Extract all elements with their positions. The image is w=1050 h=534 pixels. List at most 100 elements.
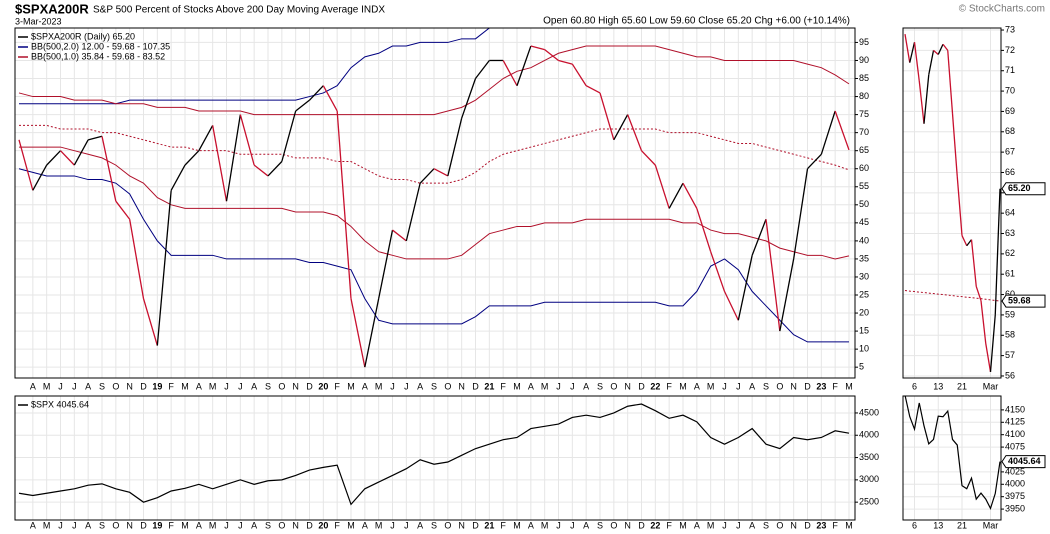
line-segment [253, 164, 269, 177]
x-tick-label: A [583, 520, 589, 530]
x-tick-label: N [126, 520, 133, 530]
band-upper [19, 28, 491, 105]
x-tick-label: M [375, 381, 383, 391]
x-tick-label: S [265, 381, 271, 391]
x-tick-label: N [126, 381, 133, 391]
x-tick-label: D [472, 381, 479, 391]
legend-label: BB(500,1.0) 35.84 - 59.68 - 83.52 [31, 51, 165, 61]
x-tick-label: F [168, 381, 174, 391]
y-tick-label: 4000 [859, 430, 879, 440]
line-segment [951, 113, 958, 177]
band-lower [19, 146, 850, 260]
x-tick-label: D [638, 520, 645, 530]
x-tick-label: 13 [933, 520, 943, 530]
line-segment [975, 286, 982, 301]
x-tick-label: N [790, 520, 797, 530]
line-segment [989, 314, 996, 372]
x-tick-label: S [597, 381, 603, 391]
line-segment [585, 85, 601, 94]
x-tick-label: D [140, 520, 147, 530]
line-segment [710, 251, 726, 292]
x-tick-label: J [224, 520, 229, 530]
plot-area [904, 33, 1001, 373]
y-tick-label: 59 [1005, 309, 1015, 319]
line-segment [46, 150, 61, 166]
x-tick-label: M [43, 381, 51, 391]
x-tick-label: A [749, 520, 755, 530]
x-tick-label: J [722, 381, 727, 391]
x-tick-label: D [472, 520, 479, 530]
x-tick-label: 19 [152, 381, 162, 391]
x-tick-label: 21 [957, 520, 967, 530]
x-tick-label: S [763, 381, 769, 391]
y-tick-label: 85 [859, 73, 869, 83]
legend-label: $SPXA200R (Daily) 65.20 [31, 31, 135, 41]
y-tick-label: 73 [1005, 24, 1015, 34]
y-tick-label: 4025 [1005, 466, 1025, 476]
x-tick-label: D [140, 381, 147, 391]
x-tick-label: 23 [816, 381, 826, 391]
x-tick-label: 20 [318, 381, 328, 391]
y-tick-label: 71 [1005, 65, 1015, 75]
y-tick-label: 35 [859, 253, 869, 263]
x-tick-label: A [251, 520, 257, 530]
x-tick-label: A [251, 381, 257, 391]
x-tick-label: N [624, 381, 631, 391]
x-tick-label: 20 [318, 520, 328, 530]
x-tick-label: M [209, 381, 217, 391]
x-tick-label: O [444, 381, 451, 391]
x-tick-label: M [845, 520, 853, 530]
x-tick-label: M [513, 381, 521, 391]
line-segment [73, 139, 89, 166]
x-tick-label: A [417, 381, 423, 391]
x-tick-label: O [278, 520, 285, 530]
band-middle [19, 124, 850, 184]
chart-date: 3-Mar-2023 [15, 16, 62, 26]
line-segment [336, 110, 352, 299]
y-tick-label: 45 [859, 217, 869, 227]
x-tick-label: 22 [650, 520, 660, 530]
x-tick-label: O [776, 520, 783, 530]
line-segment [913, 42, 920, 81]
x-tick-label: A [85, 381, 91, 391]
y-tick-label: 64 [1005, 208, 1015, 218]
y-tick-label: 57 [1005, 350, 1015, 360]
x-tick-label: D [804, 381, 811, 391]
panel [15, 28, 855, 378]
x-tick-label: A [30, 520, 36, 530]
x-tick-label: F [666, 520, 672, 530]
line-segment [516, 45, 532, 86]
line-segment [947, 50, 954, 114]
y-tick-label: 62 [1005, 248, 1015, 258]
y-tick-label: 15 [859, 325, 869, 335]
y-tick-label: 40 [859, 235, 869, 245]
y-tick-label: 75 [859, 109, 869, 119]
line-segment [212, 125, 228, 202]
y-tick-label: 4500 [859, 407, 879, 417]
x-tick-label: M [347, 381, 355, 391]
x-tick-label: F [666, 381, 672, 391]
x-tick-label: O [112, 520, 119, 530]
line-segment [765, 219, 781, 332]
y-tick-label: 95 [859, 37, 869, 47]
x-tick-label: J [404, 520, 409, 530]
y-tick-label: 66 [1005, 167, 1015, 177]
line-segment [60, 150, 75, 166]
x-tick-label: J [736, 520, 741, 530]
price-tag [1001, 455, 1046, 469]
x-tick-label: O [610, 381, 617, 391]
line-segment [322, 85, 338, 112]
x-tick-label: 23 [816, 520, 826, 530]
y-tick-label: 4125 [1005, 417, 1025, 427]
line-segment [502, 60, 518, 87]
line-segment [599, 92, 615, 141]
line-segment [461, 78, 477, 119]
x-tick-label: S [431, 520, 437, 530]
x-tick-label: M [181, 381, 189, 391]
x-tick-label: S [431, 381, 437, 391]
line-segment [350, 298, 366, 368]
x-tick-label: J [390, 381, 395, 391]
x-tick-label: J [736, 381, 741, 391]
y-tick-label: 4150 [1005, 404, 1025, 414]
